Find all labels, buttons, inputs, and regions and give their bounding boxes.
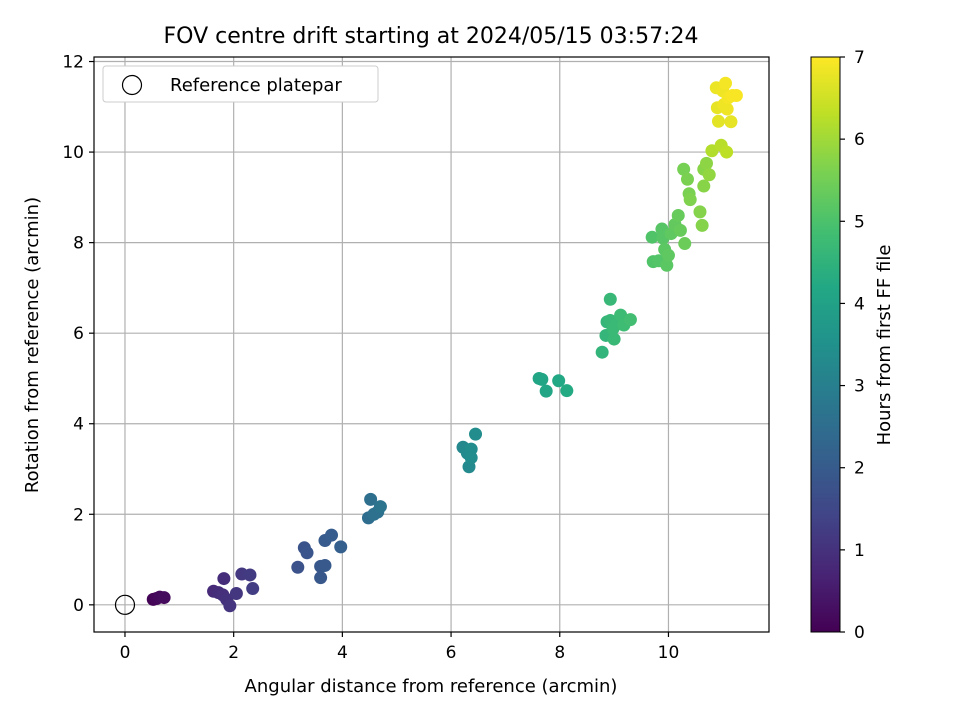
data-point [595, 345, 609, 359]
data-point [729, 88, 743, 102]
x-tick-label: 4 [337, 643, 348, 663]
data-point [623, 313, 637, 327]
colorbar-ticks: 0 1 2 3 4 5 6 7 [840, 48, 865, 643]
x-tick-label: 6 [446, 643, 457, 663]
data-point [711, 114, 725, 128]
y-tick-label: 4 [73, 415, 84, 435]
data-point [291, 560, 305, 574]
y-tick-label: 10 [62, 143, 84, 163]
data-point [469, 427, 483, 441]
data-point [314, 571, 328, 585]
x-tick-label: 2 [228, 643, 239, 663]
data-point [539, 384, 553, 398]
legend: Reference platepar [102, 65, 379, 103]
colorbar-tick-label: 7 [854, 48, 865, 68]
colorbar: 0 1 2 3 4 5 6 7 Hours from first FF file [810, 48, 895, 643]
colorbar-label: Hours from first FF file [874, 245, 895, 446]
x-axis-ticks: 0 2 4 6 8 10 [120, 632, 680, 663]
reference-marker [114, 594, 136, 615]
colorbar-tick-label: 3 [854, 377, 865, 397]
colorbar-tick-label: 1 [854, 541, 865, 561]
colorbar-tick-label: 6 [854, 130, 865, 150]
y-tick-label: 8 [73, 234, 84, 254]
data-point [724, 115, 738, 129]
data-point [560, 384, 574, 398]
legend-box [102, 65, 379, 103]
data-point [334, 540, 348, 554]
legend-label-reference: Reference platepar [170, 75, 342, 96]
legend-reference-marker [121, 74, 143, 96]
data-point [325, 528, 338, 542]
data-point [719, 76, 733, 90]
data-point [552, 374, 566, 388]
data-point [217, 572, 231, 586]
y-axis-label: Rotation from reference (arcmin) [22, 197, 43, 493]
y-tick-label: 6 [73, 324, 84, 344]
data-point [364, 492, 378, 506]
data-point [661, 248, 675, 262]
data-point [678, 237, 692, 251]
data-point [318, 558, 332, 572]
data-point [373, 500, 387, 514]
y-tick-label: 2 [73, 505, 84, 525]
chart-title: FOV centre drift starting at 2024/05/15 … [164, 24, 699, 49]
data-point [243, 568, 257, 582]
data-point [246, 582, 260, 596]
data-point [720, 145, 734, 159]
data-point [229, 587, 243, 601]
data-point [720, 102, 734, 116]
x-tick-label: 0 [120, 643, 131, 663]
data-point [660, 258, 674, 272]
data-point [700, 156, 713, 170]
data-points [146, 76, 743, 613]
y-tick-label: 0 [73, 596, 84, 616]
data-point [693, 205, 707, 219]
colorbar-tick-label: 0 [854, 623, 865, 643]
colorbar-gradient [810, 56, 841, 633]
data-point [223, 599, 237, 613]
data-point [697, 179, 711, 193]
data-point [702, 168, 716, 182]
colorbar-tick-label: 4 [854, 294, 865, 314]
data-point [695, 218, 709, 232]
data-point [603, 292, 617, 306]
colorbar-tick-label: 2 [854, 459, 865, 479]
data-point [614, 308, 628, 322]
x-tick-label: 10 [658, 643, 680, 663]
x-axis-label: Angular distance from reference (arcmin) [245, 676, 618, 697]
data-point [607, 332, 621, 346]
data-point [535, 372, 549, 386]
data-point [300, 546, 314, 560]
data-point [680, 172, 694, 186]
plot-frame [93, 56, 770, 633]
data-point [645, 230, 659, 244]
data-point [671, 208, 685, 222]
data-point [157, 591, 171, 605]
grid-lines [94, 57, 769, 632]
data-point [677, 162, 691, 176]
colorbar-tick-label: 5 [854, 212, 865, 232]
data-point [683, 193, 697, 207]
data-point [673, 223, 687, 237]
reference-platepar-point [114, 594, 136, 615]
y-axis-ticks: 0 2 4 6 8 10 12 [62, 53, 94, 616]
x-tick-label: 8 [554, 643, 565, 663]
data-point [464, 451, 478, 465]
y-tick-label: 12 [62, 53, 84, 73]
